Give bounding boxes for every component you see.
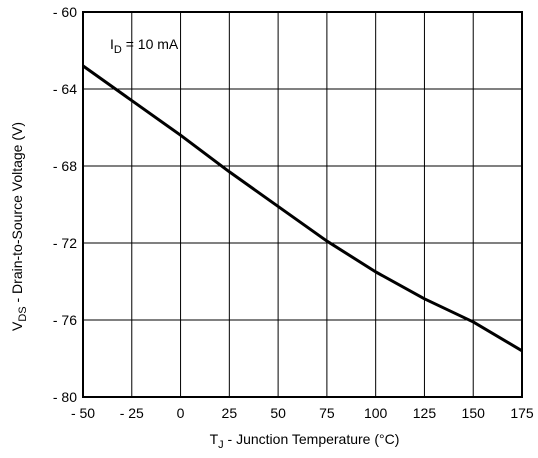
x-tick-label: 125	[413, 405, 437, 421]
annotation-id: ID = 10 mA	[110, 36, 179, 56]
y-tick-label: - 60	[53, 4, 77, 20]
x-tick-label: 75	[319, 405, 335, 421]
y-tick-label: - 68	[53, 158, 77, 174]
y-tick-label: - 72	[53, 235, 77, 251]
series-layer	[82, 64, 523, 353]
series-line	[82, 64, 523, 353]
x-tick-label: 100	[364, 405, 388, 421]
y-axis-title-rest: - Drain-to-Source Voltage (V)	[9, 122, 25, 306]
x-axis-title-main: T	[210, 431, 219, 447]
y-tick-label: - 76	[53, 312, 77, 328]
x-tick-label: 0	[177, 405, 185, 421]
x-tick-label: 25	[222, 405, 238, 421]
annotation-main: I	[110, 36, 114, 52]
x-tick-label: - 50	[71, 405, 95, 421]
y-axis-title-sub: DS	[17, 306, 29, 321]
x-axis-title-sub: J	[218, 439, 224, 451]
grid	[82, 11, 523, 398]
x-tick-label: - 25	[120, 405, 144, 421]
y-tick-label: - 64	[53, 81, 77, 97]
y-tick-label: - 80	[53, 389, 77, 405]
y-axis-title-main: V	[9, 321, 25, 331]
x-axis-title: TJ - Junction Temperature (°C)	[210, 431, 400, 451]
x-tick-label: 50	[270, 405, 286, 421]
y-axis-title: VDS - Drain-to-Source Voltage (V)	[9, 122, 29, 331]
x-axis-title-rest: - Junction Temperature (°C)	[224, 431, 400, 447]
x-tick-label: 175	[510, 405, 534, 421]
annotation-sub: D	[114, 44, 122, 56]
x-tick-label: 150	[462, 405, 486, 421]
annotation-rest: = 10 mA	[122, 36, 179, 52]
plot-frame	[82, 11, 523, 398]
x-tick-labels: - 50 - 25 0 25 50 75 100 125 150 175	[71, 405, 534, 421]
y-tick-labels: - 60 - 64 - 68 - 72 - 76 - 80	[53, 4, 77, 405]
